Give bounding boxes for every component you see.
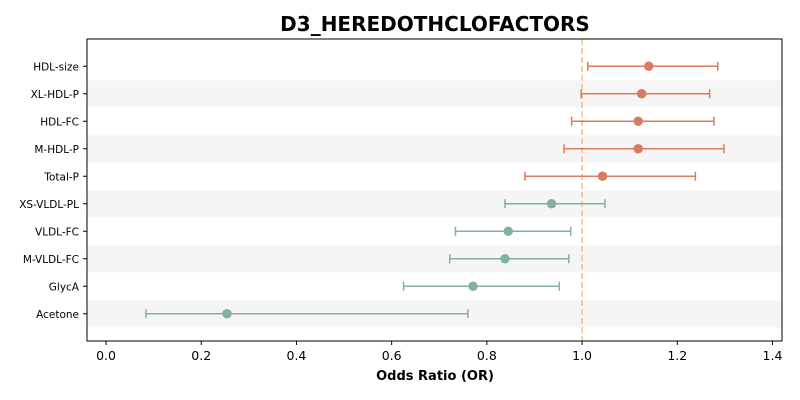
y-tick-label: M-HDL-P xyxy=(34,144,79,156)
plot-frame xyxy=(86,38,783,342)
y-tick-label: M-VLDL-FC xyxy=(23,254,79,266)
point-estimate xyxy=(546,199,557,209)
y-tick-label: VLDL-FC xyxy=(35,226,79,238)
point-estimate xyxy=(503,226,513,236)
estimate-row xyxy=(580,89,711,99)
x-axis-label: Odds Ratio (OR) xyxy=(376,369,494,384)
y-tick-label: XL-HDL-P xyxy=(31,89,79,101)
row-band xyxy=(87,245,782,273)
row-bands xyxy=(87,80,782,328)
point-estimate xyxy=(633,116,643,126)
point-estimate xyxy=(644,61,654,71)
x-tick-label: 0.8 xyxy=(477,348,497,363)
point-estimate xyxy=(633,144,643,154)
y-tick-label: HDL-FC xyxy=(40,116,79,128)
x-axis: 0.0 0.2 0.4 0.6 0.8 1.0 1.2 1.4 xyxy=(96,341,782,363)
estimate-row xyxy=(402,281,560,291)
point-estimate xyxy=(222,309,232,319)
estimate-row xyxy=(524,171,697,181)
y-tick-label: Total-P xyxy=(43,171,79,183)
estimate-row xyxy=(563,144,725,154)
point-estimate xyxy=(500,254,510,264)
estimate-row xyxy=(504,199,606,209)
y-tick-label: HDL-size xyxy=(33,61,79,73)
estimate-row xyxy=(587,61,719,71)
x-tick-label: 0.2 xyxy=(191,348,211,363)
x-tick-label: 0.0 xyxy=(96,348,116,363)
x-tick-label: 1.0 xyxy=(572,348,592,363)
x-tick-label: 1.4 xyxy=(763,348,783,363)
y-axis: HDL-size XL-HDL-P HDL-FC M-HDL-P Total-P XS-V… xyxy=(19,61,87,321)
series-group xyxy=(145,61,725,319)
estimate-row xyxy=(570,116,715,126)
row-band xyxy=(87,190,782,218)
x-tick-label: 0.6 xyxy=(382,348,402,363)
y-tick-label: GlycA xyxy=(49,281,80,293)
chart-title: D3_HEREDOTHCLOFACTORS xyxy=(280,12,590,36)
estimate-row xyxy=(448,254,570,264)
point-estimate xyxy=(597,171,608,181)
y-tick-label: XS-VLDL-PL xyxy=(19,199,79,211)
estimate-row xyxy=(145,309,469,319)
point-estimate xyxy=(468,281,478,291)
x-tick-label: 1.2 xyxy=(667,348,687,363)
point-estimate xyxy=(636,89,647,99)
x-tick-label: 0.4 xyxy=(287,348,307,363)
y-tick-label: Acetone xyxy=(36,309,79,321)
estimate-row xyxy=(454,226,572,236)
